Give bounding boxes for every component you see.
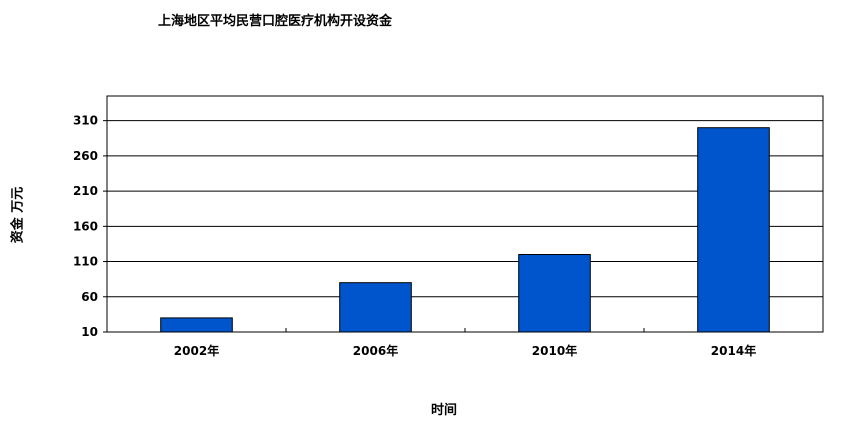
- x-tick-label: 2010年: [532, 343, 577, 358]
- bar: [697, 127, 770, 333]
- x-tick-label: 2006年: [353, 343, 398, 358]
- y-tick-label: 10: [81, 325, 98, 339]
- y-tick-label: 210: [73, 184, 98, 198]
- y-tick-label: 60: [81, 290, 98, 304]
- y-axis-ticks: 10 60 110 160 210 260 310: [73, 114, 107, 339]
- y-tick-label: 310: [73, 114, 98, 128]
- x-axis-label: 时间: [430, 403, 458, 418]
- bar: [339, 282, 412, 333]
- y-tick-label: 110: [73, 255, 98, 269]
- y-tick-label: 160: [73, 219, 98, 233]
- x-axis-ticks: 2002年 2006年 2010年 2014年: [174, 328, 756, 358]
- bars: [160, 127, 770, 333]
- x-tick-label: 2002年: [174, 343, 219, 358]
- chart-title: 上海地区平均民营口腔医疗机构开设资金: [158, 14, 393, 29]
- bar: [518, 254, 591, 333]
- x-tick-label: 2014年: [711, 343, 756, 358]
- y-tick-label: 260: [73, 149, 98, 163]
- bar: [160, 317, 233, 333]
